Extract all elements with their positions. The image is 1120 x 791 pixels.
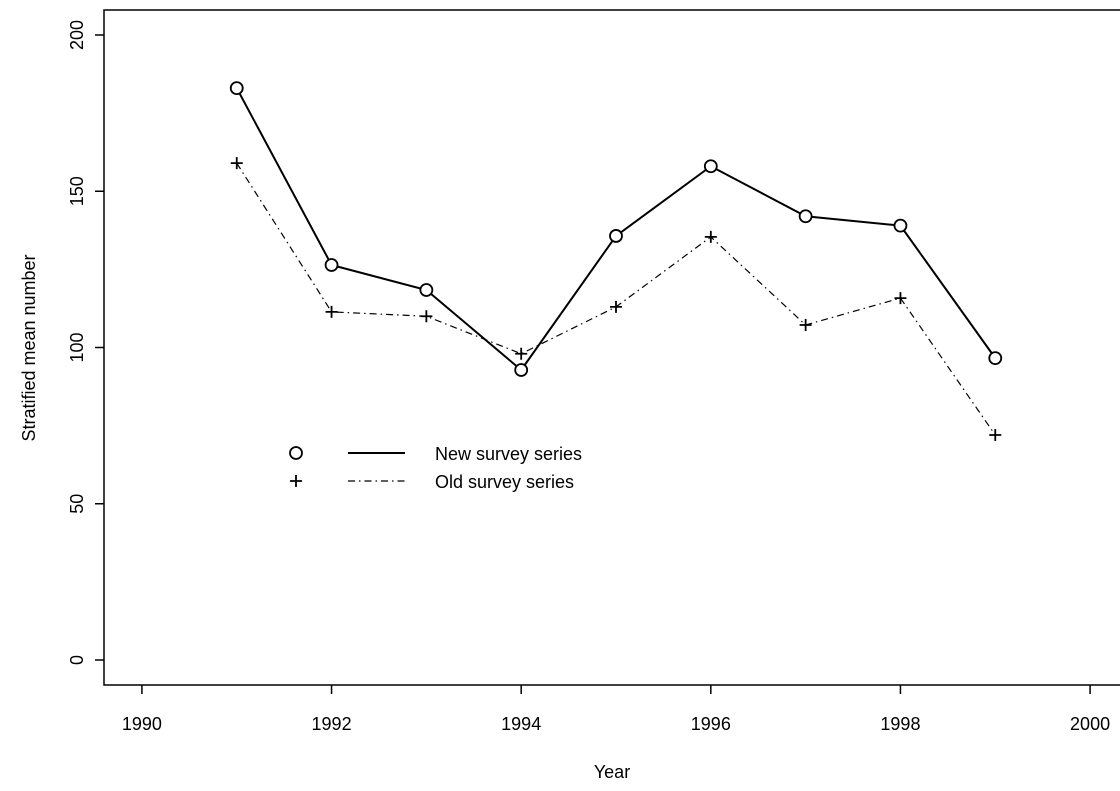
- point: [230, 157, 243, 170]
- y-tick-label: 150: [67, 176, 87, 206]
- point: [609, 229, 623, 243]
- x-tick-label: 1992: [312, 714, 352, 734]
- plot-frame: [103, 9, 1120, 686]
- point: [799, 319, 812, 331]
- x-tick-label: 1996: [691, 714, 731, 734]
- y-tick-label: 100: [67, 332, 87, 362]
- x-tick-label: 1990: [122, 714, 162, 734]
- x-axis-label: Year: [594, 762, 630, 782]
- point: [703, 159, 718, 174]
- point: [229, 81, 244, 96]
- point: [420, 310, 433, 323]
- point: [798, 209, 813, 224]
- y-tick-label: 0: [67, 655, 87, 665]
- legend: New survey series Old survey series: [348, 444, 582, 492]
- x-tick-label: 2000: [1070, 714, 1110, 734]
- point: [988, 351, 1003, 366]
- point: [419, 283, 434, 297]
- x-tick-label: 1994: [501, 714, 541, 734]
- x-tick-label: 1998: [880, 714, 920, 734]
- legend-marker: [289, 446, 303, 460]
- legend-label: New survey series: [435, 444, 582, 464]
- point: [515, 347, 528, 360]
- point: [324, 258, 339, 272]
- y-axis-label: Stratified mean number: [19, 254, 39, 441]
- y-tick-label: 50: [67, 494, 87, 514]
- point: [894, 292, 907, 305]
- legend-marker: [290, 475, 302, 487]
- series-line: [236, 162, 996, 436]
- point: [704, 230, 717, 243]
- point: [514, 363, 529, 377]
- point: [325, 305, 338, 318]
- legend-label: Old survey series: [435, 472, 574, 492]
- y-tick-label: 200: [67, 20, 87, 50]
- point: [610, 300, 622, 313]
- point: [893, 218, 908, 233]
- point: [989, 429, 1002, 441]
